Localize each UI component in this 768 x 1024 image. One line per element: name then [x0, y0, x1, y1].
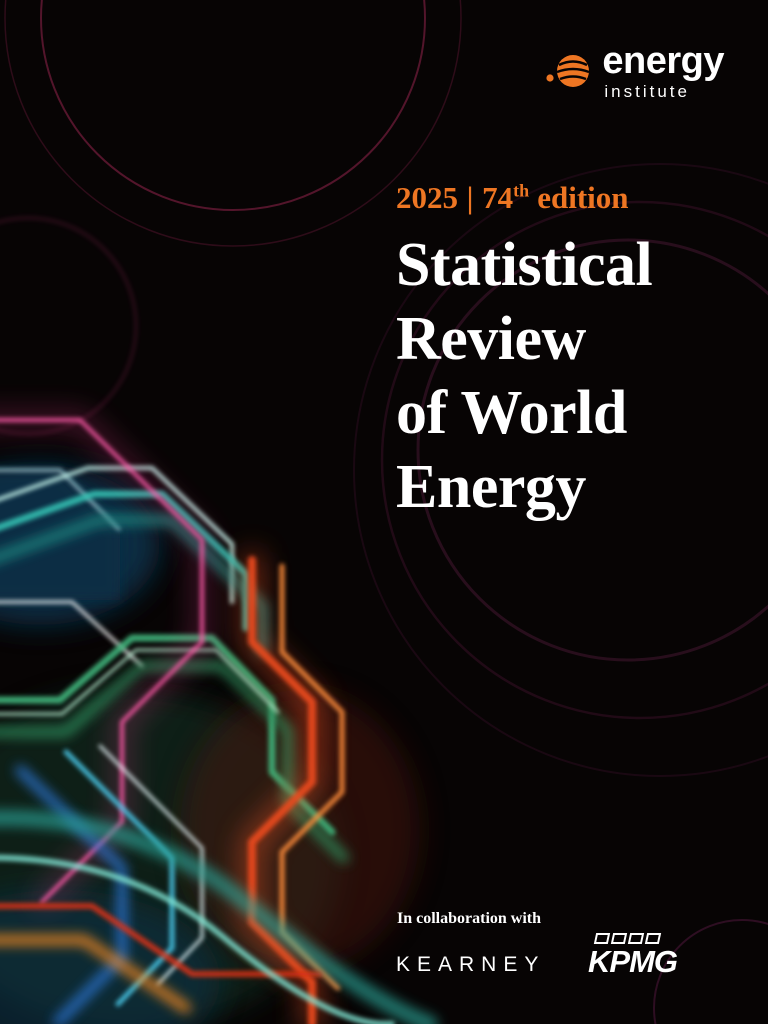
title-line-4: Energy	[396, 453, 586, 521]
edition-line: 2025 | 74th edition	[396, 180, 652, 216]
page-title: Statistical Review of World Energy	[396, 228, 653, 524]
kpmg-logo: KPMG	[588, 933, 678, 979]
title-line-2: Review	[396, 305, 586, 373]
edition-year: 2025	[396, 180, 458, 215]
edition-suffix: th	[513, 180, 530, 201]
title-line-1: Statistical	[396, 231, 653, 299]
edition-separator: |	[466, 180, 474, 215]
kearney-logo: KEARNEY	[396, 953, 546, 976]
energy-institute-logo: energy institute	[543, 42, 724, 100]
title-block: 2025 | 74th edition Statistical Review of W…	[396, 180, 653, 524]
edition-number: 74	[482, 180, 514, 215]
title-line-3: of World	[396, 379, 627, 447]
logo-subtext: institute	[604, 82, 690, 101]
energy-institute-globe-icon	[543, 50, 593, 92]
edition-word: edition	[537, 180, 629, 215]
collaboration-text: In collaboration with	[397, 910, 542, 927]
kpmg-squares-icon	[593, 933, 677, 944]
kpmg-wordmark: KPMG	[588, 944, 678, 979]
logo-wordmark: energy	[602, 40, 724, 82]
